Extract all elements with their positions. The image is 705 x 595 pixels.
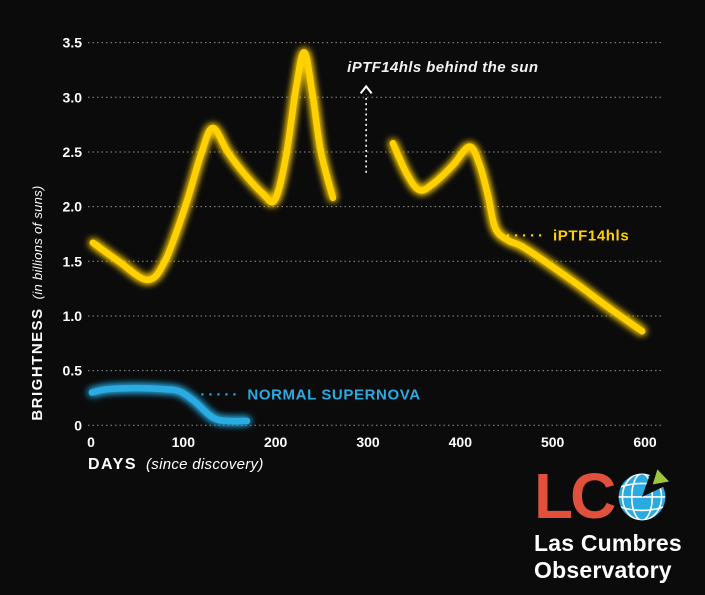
lco-monogram: LC — [534, 460, 616, 532]
curve-iptf14hls-segment-2 — [389, 139, 646, 335]
y-tick-label-3.0: 3.0 — [63, 89, 83, 105]
y-tick-label-0: 0 — [74, 417, 82, 433]
gridlines — [88, 42, 662, 426]
x-axis-title: DAYS (since discovery) — [88, 456, 264, 474]
x-axis-title-text: DAYS — [88, 456, 137, 473]
annotation-behind-the-sun: iPTF14hls behind the sun — [347, 59, 539, 76]
lco-globe-icon — [618, 469, 670, 521]
leader-dots-yellow — [506, 228, 553, 245]
x-tick-label-300: 300 — [356, 434, 380, 450]
y-tick-label-2.5: 2.5 — [63, 144, 83, 160]
lco-logo-mark: LC — [534, 460, 682, 532]
y-axis-title: BRIGHTNESS (in billions of suns) — [29, 185, 47, 420]
series-label-iptf14hls-text: iPTF14hls — [553, 227, 630, 245]
x-axis-title-units: (since discovery) — [145, 456, 264, 473]
lco-logo-name: Las Cumbres Observatory — [534, 530, 682, 584]
behind-sun-arrow — [359, 84, 373, 173]
y-tick-label-1.0: 1.0 — [63, 308, 83, 324]
lco-logo: LC Las Cumbres Observatory — [534, 460, 682, 584]
y-axis-title-units: (in billions of suns) — [30, 185, 45, 300]
logo-name-line2: Observatory — [534, 557, 672, 583]
axis-tick-labels: 0 0.5 1.0 1.5 2.0 2.5 3.0 3.5 0 100 200 300 400 500 60… — [63, 35, 657, 450]
x-tick-label-200: 200 — [264, 434, 288, 450]
y-tick-label-1.5: 1.5 — [63, 253, 83, 269]
curve-normal-supernova-segment-1 — [88, 384, 251, 425]
x-tick-label-400: 400 — [449, 434, 473, 450]
light-curves — [88, 49, 646, 425]
series-label-normal-supernova-text: NORMAL SUPERNOVA — [247, 386, 421, 404]
y-tick-label-2.0: 2.0 — [63, 199, 83, 215]
globe-green-wedge-icon — [653, 469, 670, 485]
x-tick-label-100: 100 — [172, 434, 196, 450]
series-label-normal-supernova: NORMAL SUPERNOVA — [200, 386, 420, 403]
leader-dots-blue — [200, 386, 247, 403]
x-tick-label-500: 500 — [541, 434, 565, 450]
x-tick-label-0: 0 — [87, 434, 95, 450]
y-axis-title-text: BRIGHTNESS — [29, 307, 46, 421]
y-tick-label-3.5: 3.5 — [63, 35, 83, 51]
logo-name-line1: Las Cumbres — [534, 530, 682, 556]
y-tick-label-0.5: 0.5 — [63, 363, 83, 379]
curve-iptf14hls-segment-1 — [89, 49, 337, 284]
arrow-head-icon — [359, 84, 373, 94]
x-tick-label-600: 600 — [633, 434, 657, 450]
series-label-iptf14hls: iPTF14hls — [506, 228, 629, 245]
